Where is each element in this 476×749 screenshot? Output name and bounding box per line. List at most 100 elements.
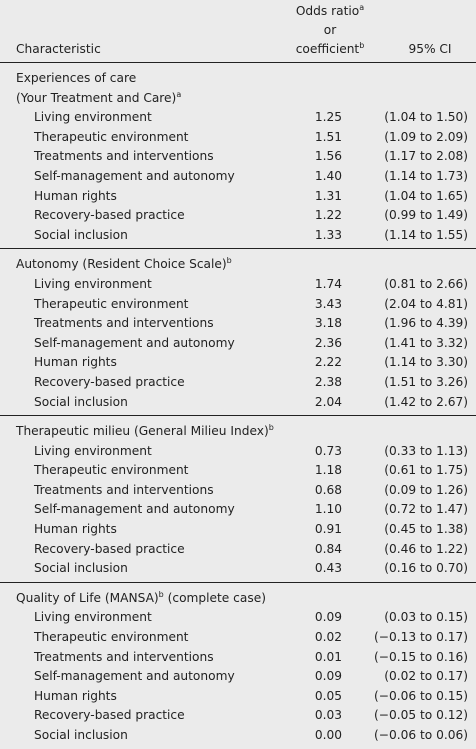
confidence-interval: (−0.15 to 0.16) — [374, 649, 468, 664]
row: Treatments and interventions 0.01 (−0.15 t… — [0, 648, 476, 668]
section: Autonomy (Resident Choice Scale)b Living … — [0, 249, 476, 417]
estimate: 0.68 — [314, 482, 342, 497]
row-label: Human rights — [34, 522, 117, 537]
confidence-interval: (−0.13 to 0.17) — [374, 630, 468, 645]
row: Therapeutic environment 1.18 (0.61 to 1.75… — [0, 461, 476, 481]
row: Therapeutic environment 1.51 (1.09 to 2.09… — [0, 128, 476, 148]
estimate: 1.31 — [314, 188, 342, 203]
estimate: 2.22 — [314, 355, 342, 370]
row: Human rights 0.91 (0.45 to 1.38) — [0, 520, 476, 540]
row: Social inclusion 1.33 (1.14 to 1.55) — [0, 226, 476, 246]
estimate: 1.40 — [314, 168, 342, 183]
row: Therapeutic environment 0.02 (−0.13 to 0.1… — [0, 628, 476, 648]
row-label: Social inclusion — [34, 728, 128, 742]
text: (complete case) — [163, 590, 266, 605]
row: Social inclusion 2.04 (1.42 to 2.67) — [0, 393, 476, 413]
estimate: 1.25 — [314, 110, 342, 125]
confidence-interval: (0.33 to 1.13) — [384, 443, 468, 458]
header-line: or — [290, 21, 370, 40]
row-label: Human rights — [34, 355, 117, 370]
estimate: 1.22 — [314, 208, 342, 223]
row-label: Self-management and autonomy — [34, 669, 235, 684]
estimate-header: Odds ratioa or coefficientb — [290, 2, 370, 59]
row: Treatments and interventions 0.68 (0.09 to… — [0, 481, 476, 501]
row: Recovery-based practice 0.03 (−0.05 to 0.1… — [0, 706, 476, 726]
confidence-interval: (1.04 to 1.50) — [384, 110, 468, 125]
row: Recovery-based practice 2.38 (1.51 to 3.26… — [0, 373, 476, 393]
confidence-interval: (1.96 to 4.39) — [384, 316, 468, 331]
estimate: 1.51 — [314, 129, 342, 144]
row: Living environment 0.73 (0.33 to 1.13) — [0, 442, 476, 462]
row-label: Therapeutic environment — [34, 129, 189, 144]
row-label: Self-management and autonomy — [34, 502, 235, 517]
row: Treatments and interventions 1.56 (1.17 to… — [0, 147, 476, 167]
estimate: 0.84 — [314, 541, 342, 556]
row-label: Recovery-based practice — [34, 374, 185, 389]
row-label: Human rights — [34, 688, 117, 703]
estimate: 1.33 — [314, 227, 342, 242]
confidence-interval: (1.41 to 3.32) — [384, 335, 468, 350]
row-label: Living environment — [34, 610, 152, 625]
row: Social inclusion 0.43 (0.16 to 0.70) — [0, 559, 476, 579]
confidence-interval: (1.04 to 1.65) — [384, 188, 468, 203]
row-label: Self-management and autonomy — [34, 335, 235, 350]
header-line: coefficientb — [290, 40, 370, 59]
row-label: Therapeutic environment — [34, 296, 189, 311]
row-label: Living environment — [34, 276, 152, 291]
confidence-interval: (0.72 to 1.47) — [384, 502, 468, 517]
estimate: 2.36 — [314, 335, 342, 350]
row: Social inclusion 0.00 (−0.06 to 0.06) — [0, 726, 476, 746]
text: Therapeutic milieu (General Milieu Index… — [16, 424, 269, 439]
footnote-marker: b — [268, 423, 274, 433]
estimate: 0.73 — [314, 443, 342, 458]
section-title: (Your Treatment and Care)a — [0, 89, 476, 109]
row: Recovery-based practice 0.84 (0.46 to 1.22… — [0, 540, 476, 560]
header-line: Odds ratioa — [290, 2, 370, 21]
section-title: Autonomy (Resident Choice Scale)b — [0, 255, 476, 275]
text: Autonomy (Resident Choice Scale) — [16, 257, 227, 272]
row: Therapeutic environment 3.43 (2.04 to 4.81… — [0, 295, 476, 315]
estimate: 0.01 — [314, 649, 342, 664]
row: Self-management and autonomy 0.09 (0.02 to… — [0, 667, 476, 687]
estimate: 0.00 — [314, 728, 342, 742]
confidence-interval: (1.14 to 3.30) — [384, 355, 468, 370]
footnote-marker: a — [176, 89, 182, 99]
row: Living environment 1.25 (1.04 to 1.50) — [0, 108, 476, 128]
table-header: Odds ratioa or coefficientb Characteristic… — [0, 0, 476, 63]
estimate: 2.38 — [314, 374, 342, 389]
text: (Your Treatment and Care) — [16, 90, 177, 105]
row: Living environment 1.74 (0.81 to 2.66) — [0, 275, 476, 295]
confidence-interval: (−0.06 to 0.06) — [374, 728, 468, 742]
row-label: Therapeutic environment — [34, 463, 189, 478]
row-label: Treatments and interventions — [34, 482, 214, 497]
row: Human rights 2.22 (1.14 to 3.30) — [0, 353, 476, 373]
row-label: Human rights — [34, 188, 117, 203]
text: or — [323, 23, 337, 37]
confidence-interval: (1.42 to 2.67) — [384, 394, 468, 409]
ci-header: 95% CI — [408, 42, 452, 56]
row-label: Recovery-based practice — [34, 541, 185, 556]
estimate: 0.02 — [314, 630, 342, 645]
estimate: 0.05 — [314, 688, 342, 703]
row: Recovery-based practice 1.22 (0.99 to 1.49… — [0, 206, 476, 226]
confidence-interval: (0.46 to 1.22) — [384, 541, 468, 556]
row-label: Treatments and interventions — [34, 649, 214, 664]
estimate: 2.04 — [314, 394, 342, 409]
estimate: 1.74 — [314, 276, 342, 291]
estimate: 3.18 — [314, 316, 342, 331]
confidence-interval: (1.51 to 3.26) — [384, 374, 468, 389]
row-label: Social inclusion — [34, 394, 128, 409]
estimate: 1.10 — [314, 502, 342, 517]
footnote-marker: b — [359, 41, 365, 50]
row-label: Recovery-based practice — [34, 208, 185, 223]
estimate: 0.09 — [314, 669, 342, 684]
section-title: Quality of Life (MANSA)b (complete case) — [0, 589, 476, 609]
confidence-interval: (1.09 to 2.09) — [384, 129, 468, 144]
confidence-interval: (0.16 to 0.70) — [384, 561, 468, 576]
row: Living environment 0.09 (0.03 to 0.15) — [0, 608, 476, 628]
row: Self-management and autonomy 2.36 (1.41 to… — [0, 334, 476, 354]
section-title: Experiences of care — [0, 69, 476, 89]
row-label: Self-management and autonomy — [34, 168, 235, 183]
confidence-interval: (−0.05 to 0.12) — [374, 708, 468, 723]
